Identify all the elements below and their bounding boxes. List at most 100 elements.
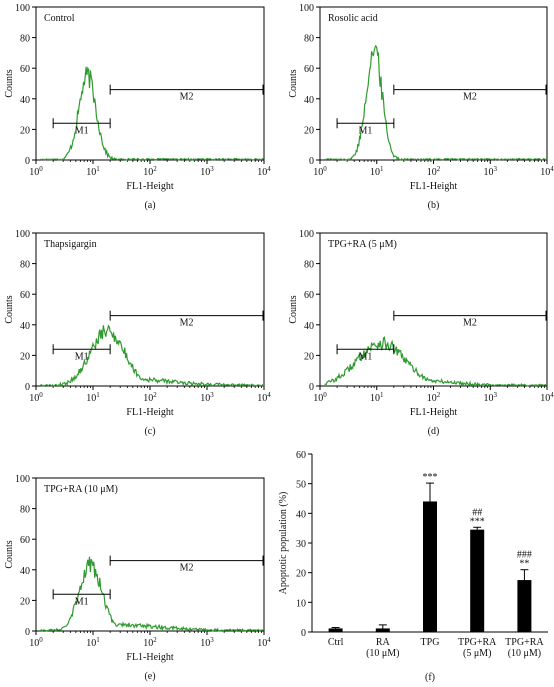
x-tick-label: 103 [200,165,214,178]
significance-mark: *** [423,472,438,483]
marker-m1-label: M1 [359,351,373,362]
category-label: (10 μM) [366,648,399,659]
x-tick-label: 100 [313,165,327,178]
y-tick-label: 0 [25,382,30,393]
x-tick-label: 103 [484,391,498,404]
panel-title: TPG+RA (5 μM) [328,239,397,250]
y-tick-label: 0 [301,628,306,639]
marker-m1-label: M1 [75,596,89,607]
x-tick-label: 100 [29,165,43,178]
histogram-panel-2: 0 20 40 60 80 100 100 101 102 103 104 FL1-Height Cou… [4,229,271,437]
y-tick-label: 80 [304,34,314,45]
y-tick-label: 80 [20,260,30,271]
panel-label: (c) [144,426,155,437]
histogram-panel-1: 0 20 40 60 80 100 100 101 102 103 104 FL1-Height Cou… [288,3,554,211]
y-tick-label: 40 [304,95,314,106]
bar-panel: 0 10 20 30 40 50 60 Apoptotic population (%) Ctr… [278,450,548,683]
plot-frame [35,6,265,161]
x-tick-label: 104 [257,636,271,649]
marker-m2-label: M2 [463,92,477,103]
x-tick-label: 104 [257,165,271,178]
x-axis-label: FL1-Height [126,407,173,418]
x-tick-label: 101 [86,636,100,649]
panel-title: Thapsigargin [44,239,97,250]
marker-m1-label: M1 [359,125,373,136]
panel-label: (a) [144,200,155,211]
significance-mark: ## [472,507,482,518]
plot-frame [319,6,548,161]
y-tick-label: 40 [296,509,306,520]
y-tick-label: 0 [309,156,314,167]
x-tick-label: 104 [257,391,271,404]
category-label: RA [376,637,391,648]
y-tick-label: 60 [304,290,314,301]
histogram-trace [324,44,548,161]
y-tick-label: 20 [304,351,314,362]
x-tick-label: 103 [200,636,214,649]
histogram-trace [40,556,265,632]
y-tick-label: 100 [15,474,30,485]
marker-m2-label: M2 [463,318,477,329]
histogram-trace [40,66,265,162]
y-tick-label: 50 [296,480,306,491]
marker-m1-label: M1 [75,351,89,362]
y-tick-label: 40 [20,321,30,332]
x-tick-label: 102 [427,165,441,178]
panel-label: (b) [428,200,440,211]
panel-label: (d) [428,426,440,437]
y-tick-label: 20 [20,596,30,607]
x-tick-label: 104 [540,165,554,178]
panel-label: (f) [425,672,435,683]
y-tick-label: 100 [15,229,30,240]
x-tick-label: 103 [484,165,498,178]
y-tick-label: 20 [20,125,30,136]
panel-label: (e) [144,671,155,682]
x-tick-label: 102 [427,391,441,404]
y-tick-label: 10 [296,598,306,609]
plot-frame [35,232,265,387]
category-label: TPG+RA [505,637,544,648]
marker-m1-label: M1 [75,125,89,136]
x-tick-label: 102 [143,165,157,178]
y-tick-label: 60 [20,535,30,546]
plot-frame [35,477,265,632]
histogram-panel-4: 0 20 40 60 80 100 100 101 102 103 104 FL1-Height Cou… [4,474,271,682]
y-tick-label: 0 [309,382,314,393]
histogram-panel-3: 0 20 40 60 80 100 100 101 102 103 104 FL1-Height Cou… [288,229,554,437]
x-tick-label: 100 [29,636,43,649]
y-tick-label: 80 [20,34,30,45]
y-tick-label: 100 [299,229,314,240]
panel-title: TPG+RA (10 μM) [44,484,118,495]
y-tick-label: 60 [296,450,306,461]
significance-mark: ### [517,550,532,561]
significance-mark: ** [519,559,529,570]
histogram-trace [324,336,548,387]
x-tick-label: 102 [143,391,157,404]
y-axis-label: Counts [4,295,15,323]
marker-m2-label: M2 [180,318,194,329]
x-axis-label: FL1-Height [410,407,457,418]
category-label: (10 μM) [508,648,541,659]
category-label: Ctrl [328,637,344,648]
x-axis-label: FL1-Height [410,181,457,192]
y-tick-label: 0 [25,156,30,167]
y-tick-label: 40 [304,321,314,332]
y-axis-label: Apoptotic population (%) [278,492,289,595]
y-tick-label: 100 [15,3,30,14]
y-tick-label: 0 [25,627,30,638]
y-axis-label: Counts [288,69,299,97]
x-tick-label: 101 [86,391,100,404]
category-label: TPG [421,637,440,648]
marker-m2-label: M2 [180,92,194,103]
x-axis-label: FL1-Height [126,181,173,192]
y-tick-label: 40 [20,95,30,106]
y-tick-label: 20 [304,125,314,136]
bar [328,628,343,632]
x-tick-label: 103 [200,391,214,404]
bar [423,501,437,632]
panel-title: Rosolic acid [328,13,378,24]
histogram-trace [40,324,265,388]
x-tick-label: 100 [29,391,43,404]
x-tick-label: 101 [370,165,384,178]
